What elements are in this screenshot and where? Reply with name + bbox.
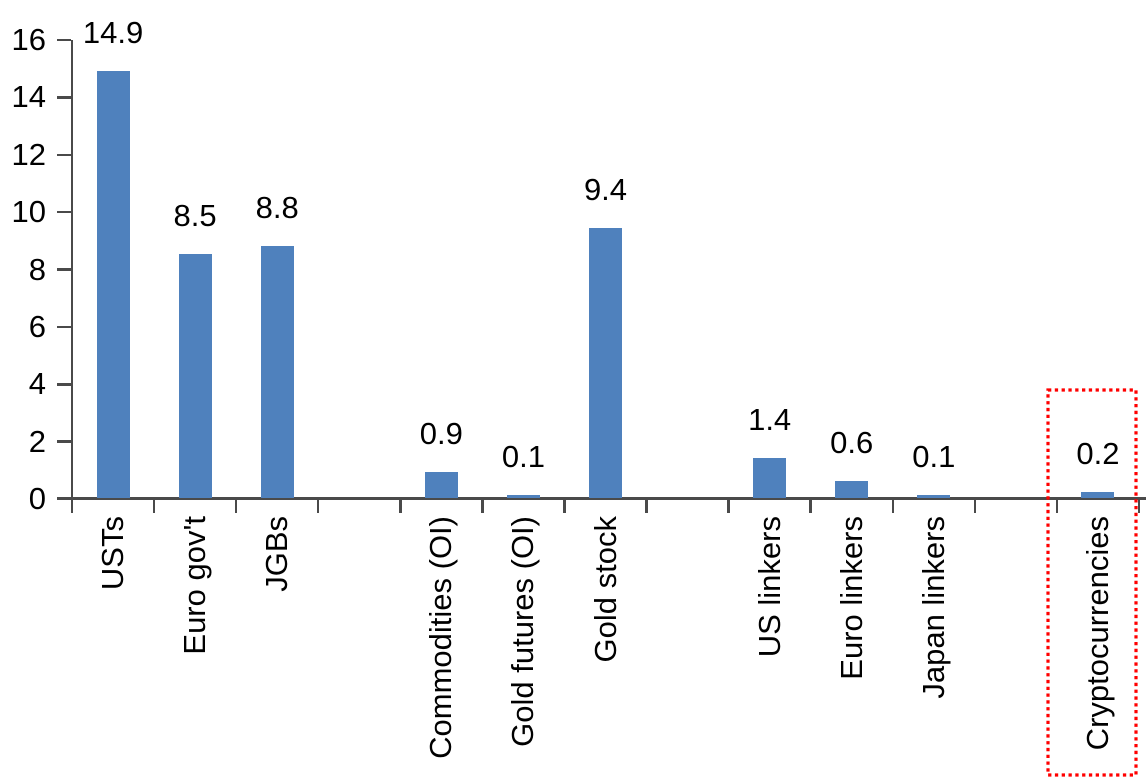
category-label-euro-gov-t: Euro gov't [177, 516, 213, 655]
y-axis-tick-mark [57, 497, 71, 501]
x-axis-tick-mark [152, 498, 156, 513]
value-label-usts: 14.9 [82, 14, 144, 50]
category-label-us-linkers: US linkers [751, 516, 787, 658]
y-axis-tick-mark [57, 325, 71, 329]
y-axis-tick-label: 8 [28, 251, 46, 287]
x-axis-tick-mark [563, 498, 566, 513]
y-axis-tick-mark [57, 153, 71, 156]
bar-cryptocurrencies [1081, 492, 1115, 498]
y-axis-tick-label: 16 [11, 22, 46, 57]
value-label-euro-linkers: 0.6 [830, 424, 874, 460]
y-axis-tick-label: 14 [11, 79, 46, 115]
x-axis-tick-mark [481, 498, 484, 513]
bar-commodities-oi [424, 472, 458, 498]
category-label-commodities-oi: Commodities (OI) [423, 516, 459, 759]
x-axis-tick-mark [973, 498, 977, 513]
value-label-euro-gov-t: 8.5 [173, 198, 217, 234]
category-label-japan-linkers: Japan linkers [915, 516, 951, 699]
bar-jgbs [260, 245, 294, 498]
y-axis-tick-mark [57, 96, 71, 99]
highlight-box [1046, 388, 1138, 777]
bar-gold-stock [589, 228, 622, 498]
y-axis-line [70, 40, 74, 513]
y-axis-tick-mark [57, 268, 71, 271]
value-label-gold-futures-oi: 0.1 [501, 439, 545, 475]
x-axis-tick-mark [1055, 498, 1059, 513]
value-label-japan-linkers: 0.1 [912, 439, 956, 475]
bar-japan-linkers [917, 495, 951, 498]
y-axis-tick-mark [57, 383, 71, 386]
category-label-euro-linkers: Euro linkers [833, 516, 869, 680]
value-label-commodities-oi: 0.9 [419, 416, 463, 452]
x-axis-tick-mark [809, 498, 812, 513]
category-label-jgbs: JGBs [259, 516, 295, 592]
category-label-cryptocurrencies: Cryptocurrencies [1079, 516, 1115, 751]
x-axis-tick-mark [891, 498, 895, 513]
bar-euro-linkers [835, 480, 869, 498]
bar-gold-futures-oi [506, 495, 540, 498]
category-label-gold-futures-oi: Gold futures (OI) [505, 516, 541, 747]
category-label-usts: USTs [95, 516, 131, 591]
x-axis-tick-mark [399, 498, 402, 513]
y-axis-tick-label: 4 [28, 366, 46, 402]
bar-us-linkers [753, 457, 787, 498]
x-axis-line [57, 497, 1146, 500]
x-axis-tick-mark [645, 498, 648, 513]
category-label-gold-stock: Gold stock [587, 516, 623, 663]
y-axis-tick-label: 12 [11, 136, 46, 172]
value-label-jgbs: 8.8 [255, 189, 299, 225]
bar-euro-gov-t [178, 254, 212, 498]
x-axis-tick-mark [727, 498, 730, 513]
y-axis-tick-label: 0 [28, 481, 46, 516]
x-axis-tick-mark [70, 498, 74, 513]
y-axis-tick-label: 10 [11, 194, 46, 230]
y-axis-tick-label: 2 [28, 423, 46, 459]
x-axis-tick-mark [234, 498, 238, 513]
value-label-cryptocurrencies: 0.2 [1076, 436, 1120, 472]
y-axis-tick-mark [57, 440, 71, 443]
highlight-box-rect [1046, 388, 1138, 777]
y-axis-tick-label: 6 [28, 308, 46, 344]
value-label-us-linkers: 1.4 [748, 401, 792, 437]
bar-usts [96, 70, 130, 498]
y-axis-tick-mark [57, 210, 71, 214]
x-axis-tick-mark [316, 498, 320, 513]
y-axis-tick-mark [57, 38, 71, 42]
x-axis-tick-mark [1137, 498, 1141, 513]
value-label-gold-stock: 9.4 [583, 172, 628, 208]
